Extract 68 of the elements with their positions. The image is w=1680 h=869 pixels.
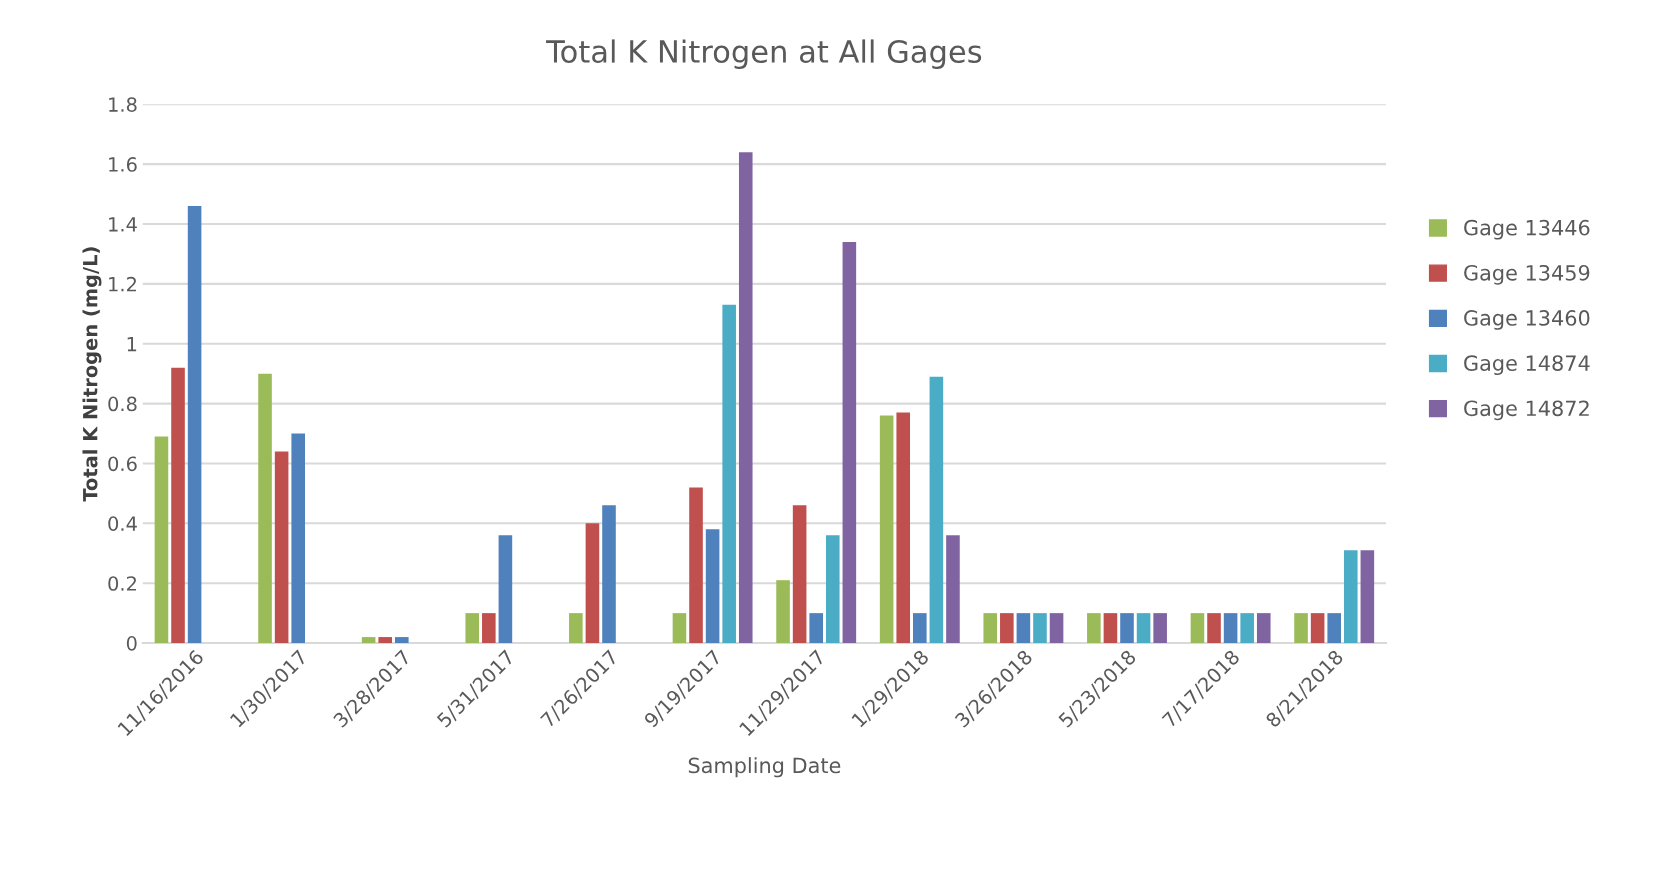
bar (722, 304, 736, 644)
bar (1153, 613, 1167, 644)
bar (896, 412, 911, 644)
bar (465, 613, 480, 644)
bar (1016, 613, 1031, 644)
bar (585, 523, 600, 644)
bar (1033, 613, 1047, 644)
bar (1343, 550, 1358, 644)
bar (1360, 550, 1375, 644)
y-tick-label: 0.6 (108, 456, 137, 472)
bar (154, 436, 169, 644)
bar (258, 373, 272, 644)
bar (738, 152, 753, 644)
y-tick-label: 1.2 (109, 276, 136, 292)
bar (946, 535, 960, 644)
legend-label: Gage 13460 (1464, 310, 1590, 330)
bar (1256, 613, 1271, 644)
bar (395, 637, 409, 644)
bar (1294, 613, 1308, 644)
bar (1190, 613, 1205, 644)
y-tick-label: 1.8 (109, 97, 137, 112)
bar (482, 613, 496, 644)
legend-label: Gage 13459 (1464, 264, 1590, 285)
y-tick-label: 1.4 (109, 217, 137, 232)
bar (1327, 613, 1341, 644)
y-tick-label: 1 (127, 336, 137, 352)
legend-label: Gage 13446 (1464, 219, 1590, 240)
bar (776, 580, 790, 644)
bar (1087, 613, 1101, 644)
bar (809, 613, 823, 644)
bar (1207, 613, 1221, 644)
bar (825, 535, 840, 644)
y-tick-label: 0.2 (108, 576, 136, 591)
y-tick-label: 1.6 (109, 157, 137, 172)
bar (1103, 613, 1118, 644)
chart-title: Total K Nitrogen at All Gages (546, 39, 982, 69)
legend-label: Gage 14874 (1464, 355, 1590, 376)
bar (705, 529, 720, 644)
bar (913, 613, 927, 644)
bar (672, 613, 687, 644)
bar (879, 415, 894, 644)
y-tick-label: 0.4 (108, 516, 137, 531)
bar (1000, 613, 1014, 644)
y-tick-label: 0.8 (108, 396, 137, 412)
bar (792, 505, 807, 644)
bar (842, 241, 857, 644)
legend-label: Gage 14872 (1464, 400, 1589, 421)
bar (378, 637, 393, 644)
bar (1049, 613, 1064, 644)
bar (1240, 613, 1254, 644)
y-axis-title: Total K Nitrogen (mg/L) (82, 247, 102, 502)
bar (1136, 613, 1151, 644)
bar (983, 613, 998, 644)
x-axis-title: Sampling Date (688, 757, 841, 778)
bar (187, 206, 202, 644)
bar (361, 637, 376, 644)
y-tick-label: 0 (126, 636, 137, 651)
bar (1120, 613, 1134, 644)
bar (1310, 613, 1325, 644)
bar (1223, 613, 1238, 644)
bar (689, 487, 703, 644)
bar (929, 376, 944, 644)
bar (498, 535, 513, 644)
bar (171, 367, 185, 644)
bar (291, 433, 305, 644)
bar (569, 613, 583, 644)
bar (602, 505, 616, 644)
bar (274, 451, 289, 644)
